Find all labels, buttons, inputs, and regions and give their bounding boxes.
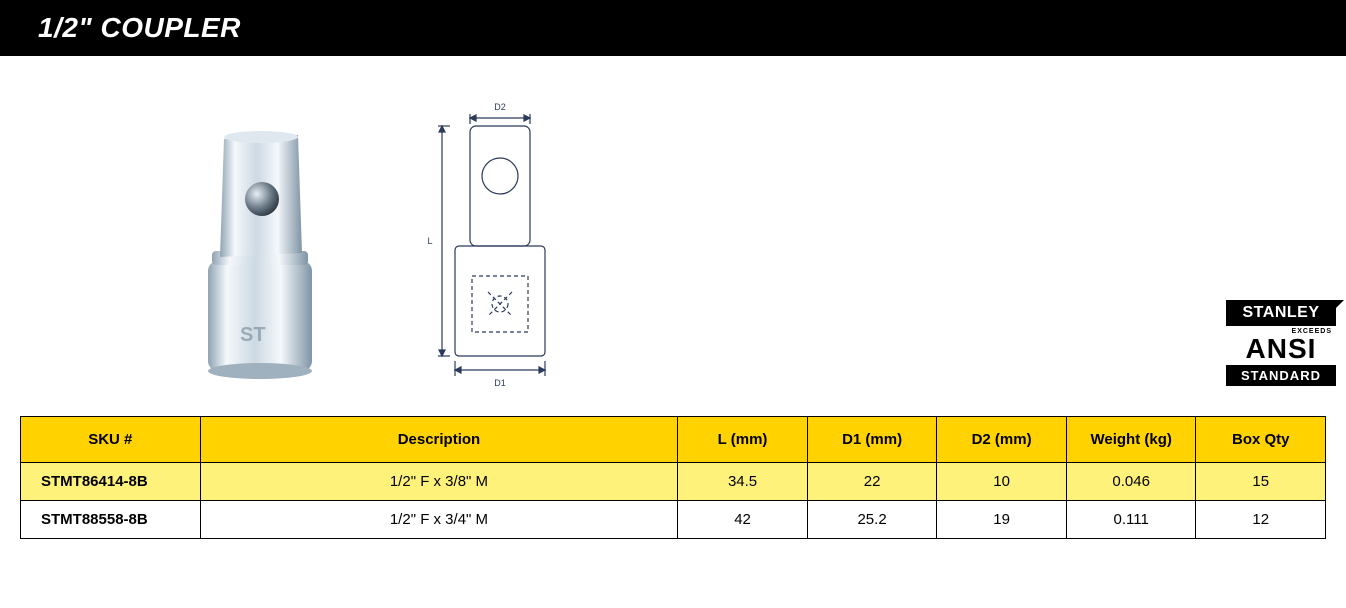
table-body: STMT86414-8B 1/2" F x 3/8" M 34.5 22 10 … [21,463,1326,539]
cell-d1: 22 [807,463,937,501]
product-photo: ST [160,106,360,396]
brand-badge: STANLEY [1226,300,1336,326]
title-bar: 1/2" COUPLER [0,0,1346,56]
ansi-badge: STANLEY EXCEEDS ANSI STANDARD [1226,300,1336,386]
label-d2: D2 [494,102,506,112]
page-title: 1/2" COUPLER [38,12,241,43]
cell-l: 34.5 [678,463,808,501]
dimension-diagram: D2 D1 L [400,96,600,396]
cell-l: 42 [678,501,808,539]
cell-weight: 0.111 [1066,501,1196,539]
table-row: STMT88558-8B 1/2" F x 3/4" M 42 25.2 19 … [21,501,1326,539]
cell-boxqty: 12 [1196,501,1326,539]
col-weight: Weight (kg) [1066,417,1196,463]
label-l: L [427,236,432,246]
cell-d2: 19 [937,501,1067,539]
table-header-row: SKU # Description L (mm) D1 (mm) D2 (mm)… [21,417,1326,463]
col-boxqty: Box Qty [1196,417,1326,463]
cell-d2: 10 [937,463,1067,501]
cell-boxqty: 15 [1196,463,1326,501]
cell-weight: 0.046 [1066,463,1196,501]
svg-text:ST: ST [240,324,266,346]
col-d2: D2 (mm) [937,417,1067,463]
content-row: ST [0,56,1346,416]
col-description: Description [200,417,678,463]
col-l: L (mm) [678,417,808,463]
table-row: STMT86414-8B 1/2" F x 3/8" M 34.5 22 10 … [21,463,1326,501]
cell-desc: 1/2" F x 3/4" M [200,501,678,539]
label-d1: D1 [494,378,506,388]
cell-desc: 1/2" F x 3/8" M [200,463,678,501]
spec-table: SKU # Description L (mm) D1 (mm) D2 (mm)… [20,416,1326,539]
standard-label: STANDARD [1226,365,1336,386]
col-sku: SKU # [21,417,201,463]
ansi-label: ANSI [1226,335,1336,363]
cell-d1: 25.2 [807,501,937,539]
col-d1: D1 (mm) [807,417,937,463]
cell-sku: STMT88558-8B [21,501,201,539]
cell-sku: STMT86414-8B [21,463,201,501]
